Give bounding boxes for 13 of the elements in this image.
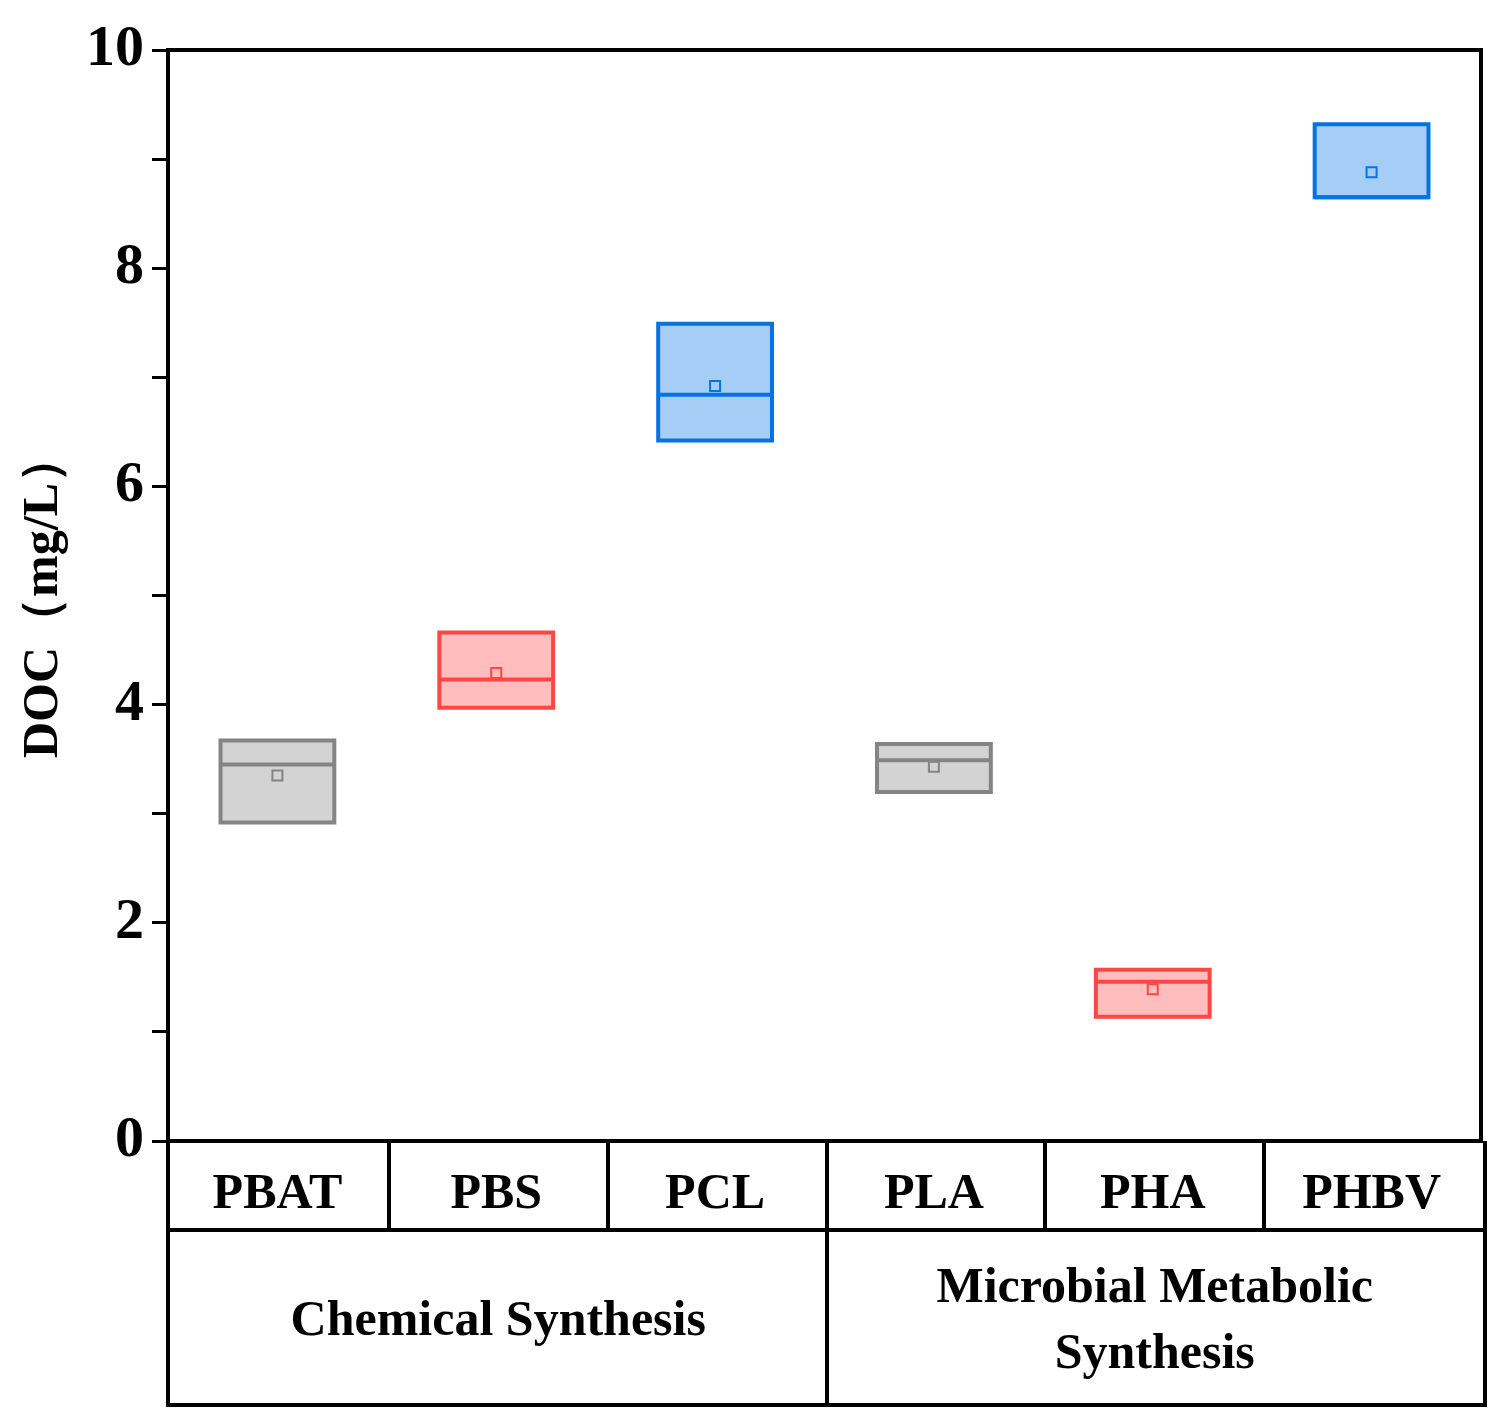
- y-tick-label: 6: [115, 449, 144, 515]
- x-tick-label: PCL: [665, 1162, 766, 1219]
- y-tick-label: 8: [115, 231, 144, 297]
- x-tick-label: PBS: [450, 1162, 543, 1219]
- y-tick-label: 4: [115, 667, 144, 733]
- y-tick-label: 10: [86, 12, 144, 78]
- y-tick-label: 0: [115, 1103, 144, 1169]
- x-tick-label: PHA: [1099, 1162, 1206, 1219]
- y-tick-label: 2: [115, 885, 144, 951]
- x-tick-label: PBAT: [212, 1162, 343, 1219]
- y-axis-title: DOC（mg/L）: [11, 433, 68, 758]
- x-tick-label: PLA: [883, 1162, 984, 1219]
- x-tick-label: PHBV: [1302, 1162, 1442, 1219]
